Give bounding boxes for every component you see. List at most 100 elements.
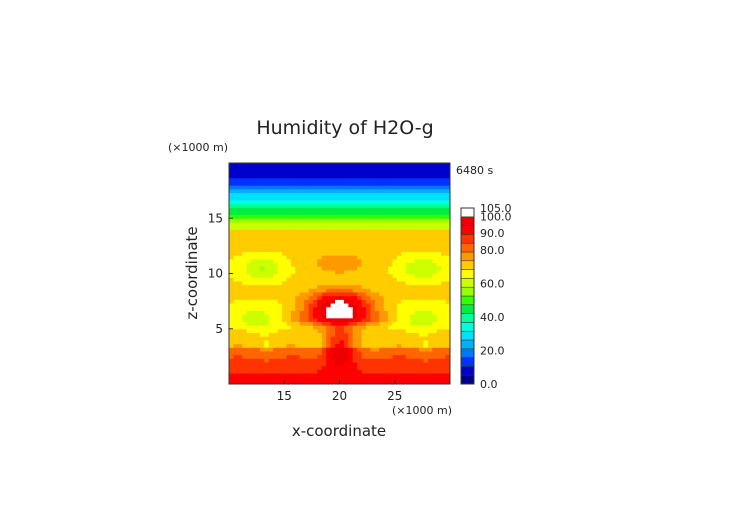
heatmap-cell [414,236,420,241]
heatmap-cell [255,225,261,230]
heatmap-cell [392,199,398,205]
heatmap-cell [312,247,318,252]
heatmap-cell [326,218,332,223]
heatmap-cell [348,302,354,308]
heatmap-cell [299,310,305,315]
heatmap-cell [414,192,420,197]
heatmap-cell [432,236,438,241]
heatmap-cell [268,188,274,194]
heatmap-cell [410,199,416,205]
heatmap-cell [290,232,296,238]
heatmap-cell [370,255,376,260]
heatmap-cell [299,361,305,367]
heatmap-cell [392,163,398,168]
heatmap-cell [361,361,367,367]
heatmap-cell [427,369,433,374]
heatmap-cell [348,218,354,223]
heatmap-cell [445,244,450,249]
heatmap-cell [339,251,345,256]
heatmap-cell [427,306,433,311]
heatmap-cell [445,262,450,267]
heatmap-cell [295,299,301,304]
heatmap-cell [379,332,385,337]
heatmap-cell [374,299,380,304]
heatmap-cell [321,288,327,293]
heatmap-cell [330,166,336,171]
heatmap-cell [259,302,265,308]
heatmap-cell [445,210,450,216]
heatmap-cell [366,288,372,293]
heatmap-cell [357,336,363,341]
x-unit-label: (×1000 m) [392,404,452,417]
heatmap-cell [419,376,425,381]
heatmap-cell [295,166,301,171]
heatmap-cell [264,229,270,234]
heatmap-cell [339,229,345,234]
heatmap-cell [259,177,265,183]
heatmap-cell [374,236,380,241]
heatmap-cell [410,218,416,223]
heatmap-cell [229,166,235,171]
heatmap-cell [379,299,385,304]
heatmap-cell [379,288,385,293]
heatmap-cell [246,347,252,352]
heatmap-cell [379,266,385,271]
heatmap-cell [251,170,257,175]
heatmap-cell [414,365,420,370]
heatmap-cell [423,218,429,223]
heatmap-cell [405,225,411,230]
heatmap-cell [414,336,420,341]
heatmap-cell [282,328,288,334]
heatmap-cell [436,299,442,304]
heatmap-cell [414,361,420,367]
heatmap-cell [312,332,318,337]
heatmap-cell [414,214,420,219]
heatmap-cell [299,325,305,330]
x-axis-label: x-coordinate [292,422,386,440]
heatmap-cell [410,361,416,367]
heatmap-cell [379,280,385,286]
heatmap-cell [308,170,314,175]
heatmap-cell [246,354,252,359]
heatmap-cell [246,244,252,249]
heatmap-cell [259,258,265,264]
heatmap-cell [282,306,288,311]
heatmap-cell [229,288,235,293]
heatmap-cell [423,361,429,367]
heatmap-cell [330,284,336,289]
heatmap-cell [326,347,332,352]
heatmap-cell [299,350,305,356]
heatmap-cell [268,273,274,278]
heatmap-cell [312,225,318,230]
heatmap-cell [414,269,420,275]
heatmap-cell [427,258,433,264]
heatmap-cell [330,232,336,238]
heatmap-cell [401,372,407,378]
heatmap-cell [277,210,283,216]
heatmap-cell [343,310,349,315]
heatmap-cell [259,350,265,356]
heatmap-cell [308,225,314,230]
heatmap-cell [396,332,402,337]
heatmap-cell [233,365,239,370]
heatmap-cell [419,163,425,168]
heatmap-cell [326,317,332,322]
heatmap-cell [427,166,433,171]
heatmap-cell [304,332,310,337]
heatmap-cell [326,284,332,289]
heatmap-cell [259,262,265,267]
heatmap-cell [330,354,336,359]
heatmap-cell [392,185,398,190]
heatmap-cell [392,325,398,330]
heatmap-cell [268,376,274,381]
heatmap-cell [268,306,274,311]
heatmap-cell [396,347,402,352]
heatmap-cell [348,299,354,304]
heatmap-cell [374,258,380,264]
heatmap-cell [299,328,305,334]
heatmap-cell [361,280,367,286]
heatmap-cell [330,196,336,201]
heatmap-cell [312,299,318,304]
heatmap-cell [246,314,252,319]
heatmap-cell [233,207,239,212]
